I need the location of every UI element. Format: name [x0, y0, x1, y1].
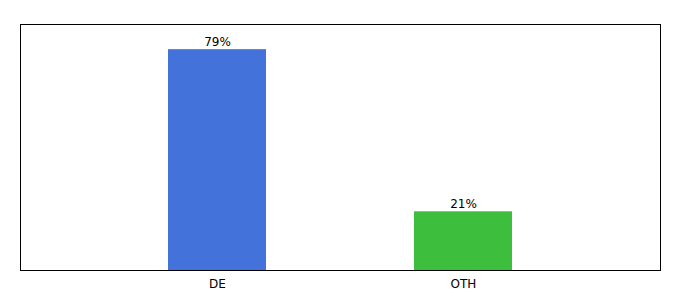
svg-text:OTH: OTH	[451, 277, 477, 291]
svg-text:79%: 79%	[204, 34, 231, 48]
svg-text:21%: 21%	[450, 197, 477, 211]
svg-text:DE: DE	[209, 277, 226, 291]
